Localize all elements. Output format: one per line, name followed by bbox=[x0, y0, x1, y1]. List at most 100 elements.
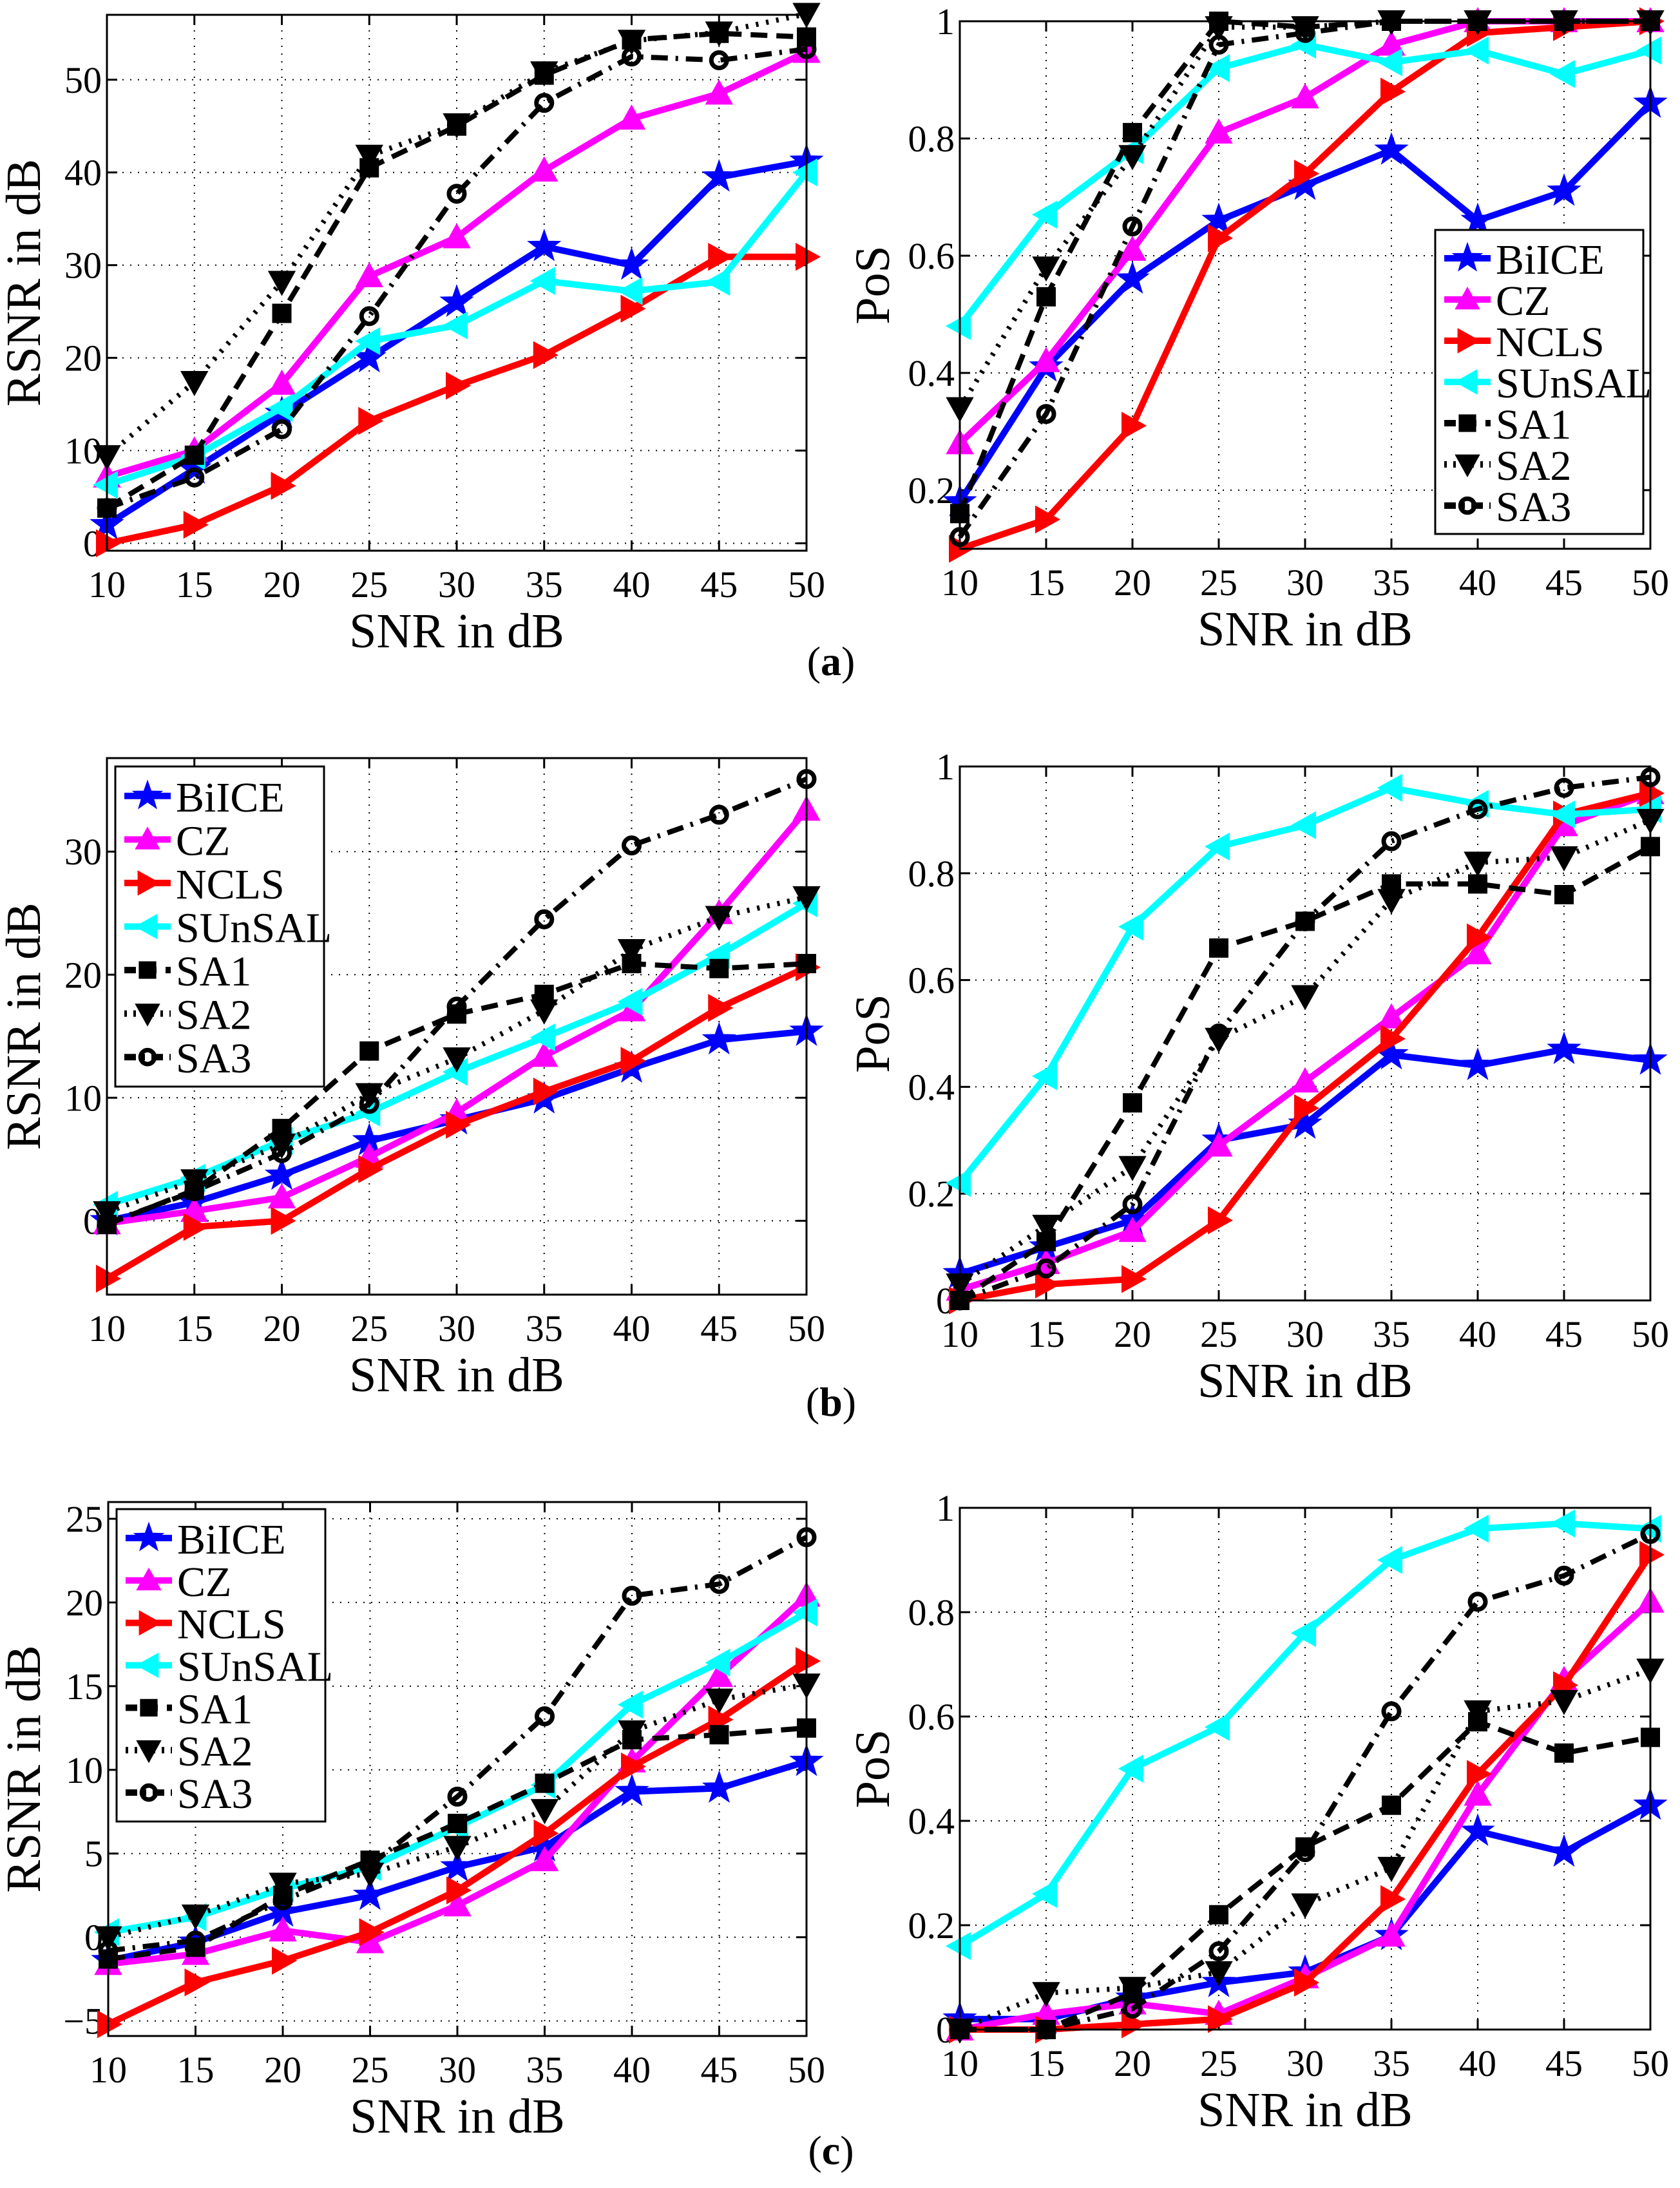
x-axis-label: SNR in dB bbox=[1198, 1354, 1413, 1408]
data-point bbox=[709, 50, 729, 71]
data-point bbox=[530, 999, 558, 1025]
x-axis-label: SNR in dB bbox=[1198, 602, 1413, 656]
legend-label: SA2 bbox=[1496, 442, 1571, 490]
legend-label: SA1 bbox=[176, 948, 251, 995]
legend-marker-star-icon bbox=[1451, 242, 1484, 272]
x-tick-label: 35 bbox=[1373, 2042, 1410, 2084]
caption-b: (b) bbox=[806, 1379, 856, 1425]
axes-frame bbox=[106, 14, 808, 552]
legend-label: SA3 bbox=[177, 1771, 253, 1818]
x-tick-label: 30 bbox=[439, 2049, 476, 2091]
data-point bbox=[1547, 1834, 1581, 1867]
data-point bbox=[1208, 1941, 1229, 1961]
data-point bbox=[533, 341, 558, 369]
legend-label: SUnSAL bbox=[177, 1644, 333, 1691]
data-point bbox=[1208, 1206, 1234, 1235]
caption-a: (a) bbox=[807, 638, 855, 684]
data-point bbox=[1377, 889, 1406, 915]
legend-marker-triangle-left-icon bbox=[134, 913, 158, 940]
data-point bbox=[1377, 1856, 1406, 1882]
data-point bbox=[271, 1206, 296, 1235]
data-point bbox=[352, 1877, 388, 1910]
data-point bbox=[1031, 1879, 1057, 1908]
data-point bbox=[1118, 1977, 1147, 2002]
x-tick-label: 20 bbox=[1114, 562, 1151, 604]
legend-label: SA3 bbox=[1496, 484, 1571, 531]
data-point bbox=[359, 1094, 379, 1114]
data-point bbox=[184, 1181, 205, 1202]
data-point bbox=[705, 1688, 734, 1714]
legend-label: BiICE bbox=[177, 1516, 286, 1563]
data-point bbox=[1118, 145, 1147, 171]
series-sa2 bbox=[946, 808, 1665, 1299]
data-point bbox=[1118, 235, 1147, 261]
legend-label: SUnSAL bbox=[1496, 360, 1652, 407]
x-tick-label: 30 bbox=[1286, 2042, 1324, 2084]
x-tick-label: 35 bbox=[526, 564, 563, 605]
data-point bbox=[1295, 911, 1315, 931]
legend-marker-circle-icon bbox=[138, 1047, 157, 1067]
data-point bbox=[617, 104, 646, 130]
x-tick-label: 25 bbox=[1200, 1313, 1237, 1355]
y-axis-label: RSNR in dB bbox=[0, 902, 51, 1150]
series-line bbox=[960, 1531, 1652, 2032]
legend-marker-triangle-down-icon bbox=[1455, 454, 1480, 478]
data-point bbox=[617, 1690, 643, 1719]
x-tick-label: 45 bbox=[1545, 1313, 1583, 1355]
y-tick-label: 0.2 bbox=[908, 1905, 955, 1946]
series-line bbox=[108, 1535, 808, 1954]
data-point bbox=[446, 372, 472, 400]
data-point bbox=[1208, 2005, 1234, 2033]
data-point bbox=[442, 311, 468, 339]
legend-marker-triangle-left-icon bbox=[1454, 369, 1478, 395]
data-point bbox=[1468, 874, 1487, 894]
caption-c: (c) bbox=[808, 2127, 854, 2173]
x-tick-label: 25 bbox=[352, 2049, 389, 2091]
legend-label: SA1 bbox=[1496, 401, 1571, 448]
y-axis-label: PoS bbox=[846, 994, 900, 1073]
data-point bbox=[359, 1041, 379, 1061]
data-point bbox=[1115, 261, 1150, 294]
data-point bbox=[527, 228, 562, 262]
data-point bbox=[1636, 1514, 1661, 1543]
data-point bbox=[1291, 985, 1319, 1011]
x-tick-label: 20 bbox=[264, 2049, 301, 2091]
data-point bbox=[1208, 34, 1229, 55]
data-point bbox=[617, 939, 646, 965]
data-point bbox=[267, 369, 296, 395]
data-point bbox=[96, 1264, 122, 1293]
data-point bbox=[1036, 287, 1056, 307]
data-point bbox=[1464, 939, 1492, 965]
x-tick-label: 45 bbox=[700, 564, 738, 605]
data-point bbox=[359, 1918, 385, 1946]
x-axis-label: SNR in dB bbox=[350, 2089, 565, 2144]
data-point bbox=[1118, 1156, 1147, 1181]
data-point bbox=[267, 271, 296, 296]
series-line bbox=[106, 776, 808, 1226]
legend-item-sa2: SA2 bbox=[126, 1728, 253, 1775]
data-point bbox=[1123, 1093, 1142, 1113]
series-ncls bbox=[949, 779, 1665, 1315]
x-tick-label: 40 bbox=[613, 2049, 651, 2091]
y-tick-label: 1 bbox=[936, 746, 955, 788]
data-point bbox=[446, 1110, 472, 1139]
y-tick-label: 30 bbox=[64, 831, 102, 873]
x-tick-label: 25 bbox=[350, 564, 388, 605]
legend-marker-star-icon bbox=[131, 779, 164, 810]
data-point bbox=[1377, 1546, 1402, 1574]
data-point bbox=[1032, 1982, 1060, 2008]
data-point bbox=[1467, 1592, 1488, 1612]
y-tick-label: 0.8 bbox=[908, 853, 955, 895]
legend-label: NCLS bbox=[1496, 319, 1605, 366]
legend-label: NCLS bbox=[177, 1601, 286, 1648]
data-point bbox=[530, 1023, 555, 1052]
x-tick-label: 25 bbox=[350, 1308, 388, 1349]
series-sa3 bbox=[97, 39, 817, 518]
data-point bbox=[705, 79, 733, 105]
y-tick-label: 0.6 bbox=[908, 960, 955, 1002]
x-tick-label: 20 bbox=[1114, 1313, 1151, 1355]
x-tick-label: 45 bbox=[700, 1308, 738, 1349]
